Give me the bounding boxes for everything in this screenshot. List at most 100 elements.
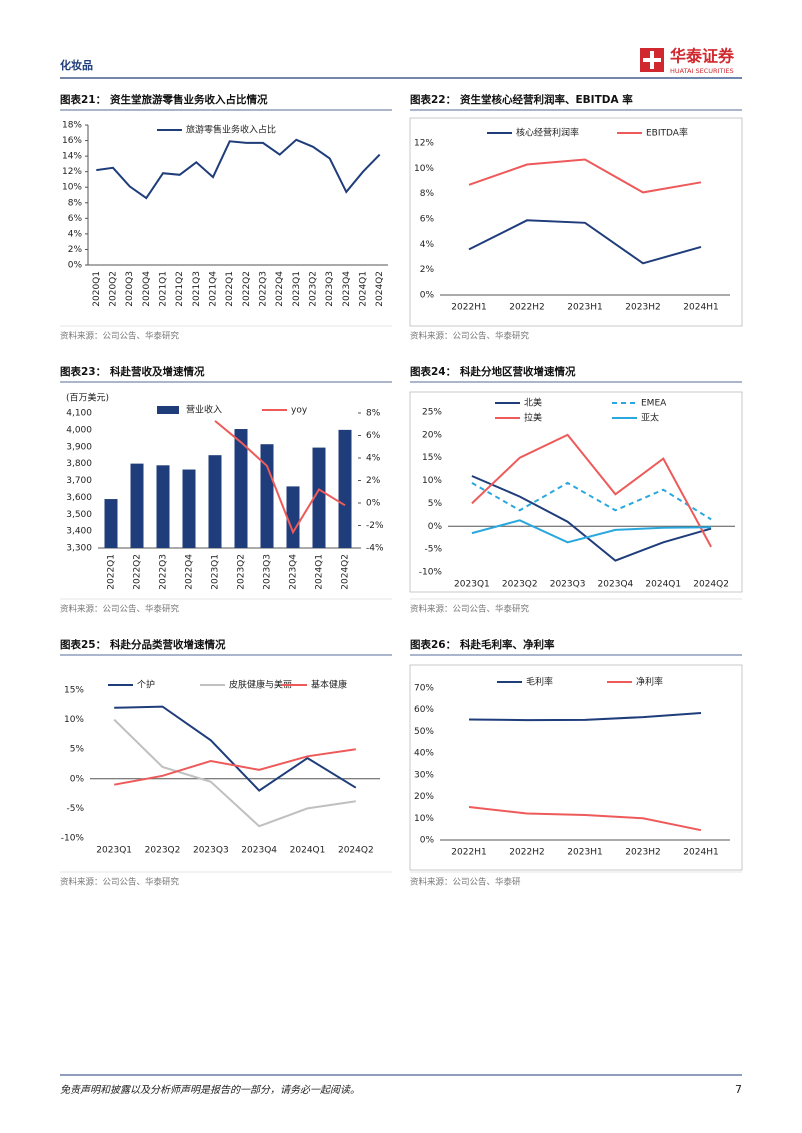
y-tick-label: 10% (414, 164, 434, 174)
y-tick-label: 3,900 (66, 442, 92, 452)
source: 资料来源：公司公告、华泰研 (410, 877, 521, 888)
x-tick-label: 2023H1 (567, 303, 602, 313)
x-tick-label: 2023Q3 (550, 580, 586, 590)
x-tick-label: 2023Q3 (193, 846, 229, 856)
legend-label: 皮肤健康与美丽 (229, 679, 292, 691)
y-tick-label: 14% (62, 152, 82, 162)
bar (234, 429, 248, 548)
x-tick-label: 2024Q2 (375, 271, 385, 307)
y-tick-label: 8% (68, 198, 83, 208)
x-tick-label: 2023H2 (625, 303, 660, 313)
line-series (471, 481, 712, 521)
y-tick-label: 6% (420, 215, 435, 225)
x-tick-label: 2023Q2 (309, 271, 319, 307)
x-tick-label: 2024Q2 (338, 846, 374, 856)
page-number: 7 (735, 1083, 742, 1096)
y-tick-label: 12% (62, 167, 82, 177)
x-tick-label: 2022H1 (451, 303, 486, 313)
legend-label: 核心经营利润率 (516, 127, 579, 139)
x-tick-label: 2023Q4 (598, 580, 634, 590)
legend-label: EBITDA率 (646, 127, 688, 139)
figure-label: 图表26： (410, 638, 456, 651)
y-tick-label: 0% (68, 261, 83, 271)
y2-tick-label: -4% (366, 544, 384, 554)
y-tick-label: 3,800 (66, 459, 92, 469)
line-series (214, 420, 346, 535)
x-tick-label: 2023Q1 (211, 554, 221, 590)
x-tick-label: 2024Q1 (645, 580, 681, 590)
line-series (468, 158, 702, 194)
figure-title: 科赴分品类营收增速情况 (110, 638, 226, 651)
y-tick-label: 25% (422, 408, 442, 418)
y-tick-label: 5% (70, 745, 85, 755)
x-tick-label: 2023Q4 (241, 846, 277, 856)
y-tick-label: 3,700 (66, 476, 92, 486)
x-tick-label: 2023Q1 (292, 271, 302, 307)
legend-label: 营业收入 (186, 404, 222, 416)
x-tick-label: 2023Q1 (96, 846, 132, 856)
y-tick-label: 0% (420, 836, 435, 846)
y-tick-label: 18% (62, 121, 82, 131)
x-tick-label: 2023Q2 (237, 554, 247, 590)
y-tick-label: 30% (414, 770, 434, 780)
legend-label: EMEA (641, 399, 667, 409)
line-series (113, 718, 356, 828)
y-tick-label: 5% (428, 499, 443, 509)
bar (182, 469, 196, 548)
line-series (468, 806, 702, 832)
x-tick-label: 2022H1 (451, 848, 486, 858)
legend-label: 拉美 (524, 412, 542, 424)
x-tick-label: 2023Q3 (263, 554, 273, 590)
source: 资料来源：公司公告、华泰研究 (60, 877, 180, 888)
x-tick-label: 2023Q2 (502, 580, 538, 590)
y-tick-label: 2% (68, 245, 83, 255)
line-series (96, 138, 381, 200)
logo (640, 48, 664, 72)
bar (286, 486, 300, 548)
y-tick-label: 3,500 (66, 510, 92, 520)
y2-tick-label: 4% (366, 454, 381, 464)
legend-label: 净利率 (636, 676, 663, 688)
x-tick-label: 2023H2 (625, 848, 660, 858)
brand-en: HUATAI SECURITIES (670, 67, 734, 75)
y-tick-label: 0% (70, 774, 85, 784)
figure-title: 科赴营收及增速情况 (110, 365, 205, 378)
y-tick-label: -10% (419, 568, 443, 578)
x-tick-label: 2020Q2 (109, 271, 119, 307)
legend-label: 基本健康 (311, 679, 347, 691)
y-tick-label: 60% (414, 705, 434, 715)
y-tick-label: 4% (420, 240, 435, 250)
figure-title: 资生堂核心经营利润率、EBITDA 率 (460, 93, 633, 106)
x-tick-label: 2024Q2 (693, 580, 729, 590)
chart-frame (409, 391, 743, 593)
y-tick-label: 50% (414, 727, 434, 737)
y-tick-label: 4,100 (66, 409, 92, 419)
figure-label: 图表25： (60, 638, 106, 651)
bar (208, 455, 222, 548)
y2-tick-label: 8% (366, 409, 381, 419)
legend-label: yoy (291, 406, 308, 416)
x-tick-label: 2020Q4 (142, 271, 152, 307)
line-series (471, 475, 712, 562)
x-tick-label: 2024Q1 (359, 271, 369, 307)
y2-tick-label: 0% (366, 499, 381, 509)
x-tick-label: 2023Q4 (289, 554, 299, 590)
x-tick-label: 2021Q1 (159, 271, 169, 307)
y-tick-label: 10% (62, 183, 82, 193)
x-tick-label: 2023Q3 (325, 271, 335, 307)
x-tick-label: 2023H1 (567, 848, 602, 858)
x-tick-label: 2022H2 (509, 303, 544, 313)
figure-label: 图表21： (60, 93, 106, 106)
y-tick-label: 70% (414, 684, 434, 694)
source: 资料来源：公司公告、华泰研究 (410, 604, 530, 615)
y-tick-label: 20% (414, 792, 434, 802)
x-tick-label: 2020Q1 (92, 271, 102, 307)
y-tick-label: 4,000 (66, 425, 92, 435)
source: 资料来源：公司公告、华泰研究 (60, 331, 180, 342)
y2-tick-label: 2% (366, 476, 381, 486)
x-tick-label: 2021Q3 (192, 271, 202, 307)
disclaimer: 免责声明和披露以及分析师声明是报告的一部分，请务必一起阅读。 (60, 1084, 360, 1096)
x-tick-label: 2024H1 (683, 303, 718, 313)
source: 资料来源：公司公告、华泰研究 (410, 331, 530, 342)
